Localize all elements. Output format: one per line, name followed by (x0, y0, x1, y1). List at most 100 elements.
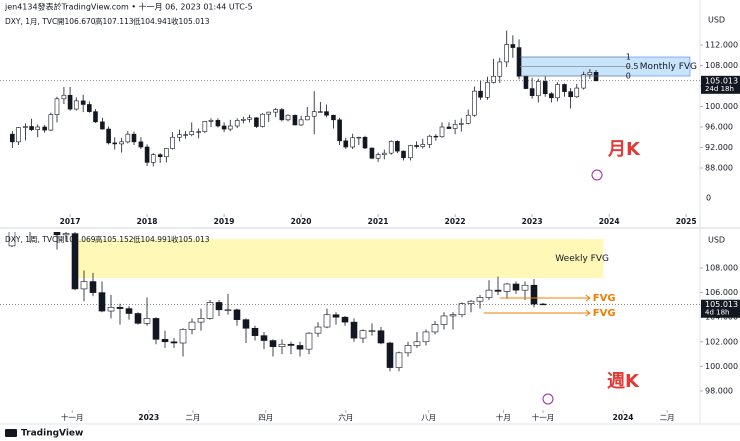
x-tick-label: 2022 (445, 217, 466, 226)
candle-body (404, 345, 412, 354)
currency-label: USD (708, 16, 725, 25)
legend-open: 開106.670 (57, 17, 96, 26)
candle-body (356, 136, 362, 139)
y-tick-label: 106.000 (705, 288, 738, 297)
candle-body (287, 343, 295, 346)
y-tick-label: 88.000 (705, 164, 733, 173)
candle-body (304, 115, 310, 121)
candle-body (331, 114, 336, 121)
candle-body (497, 61, 503, 77)
candle-body (152, 318, 160, 340)
candle-body (8, 232, 16, 247)
chart-title: 週K (607, 371, 640, 392)
candle-body (401, 150, 406, 159)
candle-body (53, 232, 61, 236)
candle-body (359, 330, 367, 339)
candle-body (107, 307, 115, 312)
candle-body (478, 90, 483, 98)
candle-body (23, 126, 28, 128)
candle-body (440, 315, 448, 325)
y-tick-label: 96.000 (705, 123, 733, 132)
x-tick-label: 十一月 (61, 412, 84, 422)
candle-body (179, 329, 187, 344)
candle-body (535, 81, 541, 97)
legend-close: 收105.013 (171, 234, 210, 244)
legend-high: 高105.152 (95, 234, 134, 244)
x-tick-label: 2020 (291, 217, 312, 226)
candle-body (510, 44, 516, 48)
candle-body (98, 292, 106, 312)
candle-body (208, 120, 214, 122)
fvg-arrow (585, 294, 591, 302)
candle-body (350, 137, 355, 148)
candle-body (386, 342, 394, 368)
candle-body (100, 121, 105, 130)
candle-body (298, 119, 304, 126)
x-tick-label: 十一月 (532, 412, 555, 422)
legend-close: 收105.013 (171, 16, 210, 26)
candle-body (296, 345, 304, 350)
x-tick-label: 2024 (599, 217, 620, 226)
candle-body (134, 313, 142, 324)
candle-body (29, 126, 34, 130)
candle-body (427, 135, 433, 145)
candle-body (234, 120, 240, 127)
candle-body (395, 352, 403, 368)
y-tick-label: 108.000 (705, 61, 738, 70)
candle-body (106, 128, 111, 144)
candle-body (80, 281, 88, 290)
candle-body (215, 302, 223, 311)
candle-body (414, 145, 419, 147)
candle-body (254, 117, 259, 127)
candle-body (16, 127, 21, 143)
candle-body (452, 124, 458, 129)
candle-body (504, 44, 510, 63)
candle-body (593, 72, 599, 82)
candle-body (67, 94, 73, 110)
candle-body (224, 309, 232, 311)
candle-body (431, 324, 439, 333)
candle-body (125, 308, 133, 314)
fvg-level-label: 1 (626, 52, 631, 61)
candle-body (170, 341, 178, 344)
indicator-tick-label: 0 (706, 194, 711, 203)
candle-body (472, 90, 477, 116)
candle-body (368, 330, 376, 332)
candle-body (503, 283, 511, 292)
candle-body (395, 141, 400, 152)
candle-body (362, 136, 368, 149)
x-tick-label: 2024 (613, 413, 634, 422)
candle-body (574, 87, 580, 98)
candle-body (485, 289, 493, 298)
candle-body (311, 111, 317, 117)
legend-low: 低104.991 (133, 234, 172, 244)
candle-body (164, 148, 169, 158)
candle-body (465, 114, 471, 124)
y-tick-label: 92.000 (705, 143, 733, 152)
candle-body (433, 135, 439, 138)
candle-body (292, 114, 298, 126)
price-tag (701, 299, 740, 318)
price-tag-label: 105.013 (705, 300, 738, 309)
candle-body (337, 119, 342, 142)
candle-body (314, 326, 322, 334)
legend-symbol: DXY, 1周, TVC (5, 235, 57, 244)
candle-body (332, 314, 340, 318)
candle-body (196, 131, 201, 133)
legend-low: 低104.941 (133, 16, 172, 26)
fvg-line-label: FVG (593, 293, 616, 304)
candle-body (73, 100, 79, 110)
candle-body (87, 104, 92, 112)
event-icon (591, 169, 603, 181)
fvg-label: Monthly FVG (640, 62, 697, 72)
candle-body (260, 113, 265, 127)
candle-body (542, 81, 548, 94)
price-tag (701, 75, 740, 94)
candle-body (188, 321, 196, 330)
candle-body (568, 91, 573, 98)
candle-body (215, 120, 221, 127)
candle-body (422, 331, 430, 343)
fvg-level-label: 0.5 (626, 62, 639, 71)
x-tick-label: 2021 (368, 217, 389, 226)
